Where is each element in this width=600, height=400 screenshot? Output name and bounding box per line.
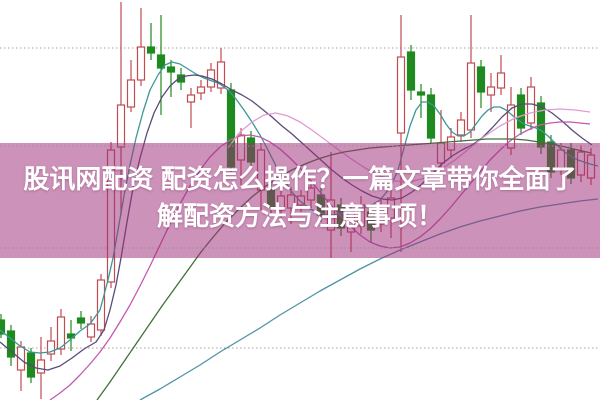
candle <box>486 73 496 112</box>
candle <box>46 327 56 361</box>
candle <box>516 88 526 135</box>
candle <box>76 311 86 329</box>
candle <box>456 112 466 142</box>
candle <box>186 88 196 128</box>
candle <box>0 314 6 338</box>
candle <box>196 80 206 100</box>
banner-overlay <box>0 143 600 258</box>
candle <box>136 8 146 86</box>
candle <box>166 60 176 97</box>
candle <box>86 316 96 342</box>
candle <box>216 48 226 94</box>
candle <box>406 45 416 100</box>
candle <box>496 55 506 95</box>
candle <box>36 337 46 399</box>
candle <box>416 84 426 118</box>
candle <box>426 88 436 144</box>
candle <box>6 325 16 366</box>
candle <box>66 320 76 351</box>
candle <box>466 15 476 138</box>
candle <box>476 60 486 108</box>
candle <box>126 60 136 112</box>
grid-over-banner <box>0 145 600 249</box>
candle <box>146 23 156 60</box>
ma-mid-purple <box>0 74 593 371</box>
